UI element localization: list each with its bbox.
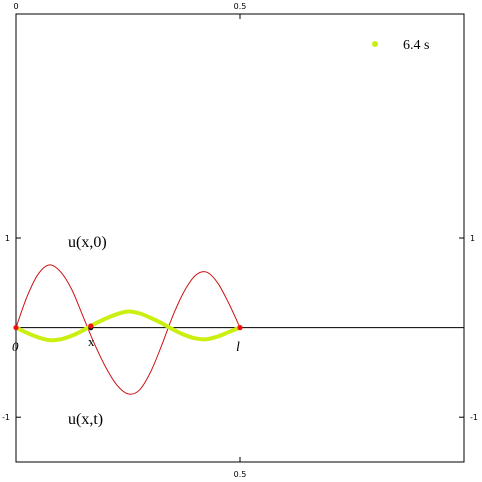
right-end-point <box>237 325 243 331</box>
current-curve-label: u(x,t) <box>68 411 103 428</box>
x-tick-label-top: 0.5 <box>234 2 247 11</box>
left-end-point <box>13 325 19 331</box>
current-displacement-curve <box>14 309 242 343</box>
x-tick-label-top: 0 <box>13 2 18 11</box>
legend-marker <box>372 41 378 47</box>
tick-labels: 0 0.5 0.5 1 1 -1 -1 <box>2 2 478 479</box>
end-label: l <box>236 340 240 355</box>
legend-label: 6.4 s <box>403 38 429 53</box>
y-tick-label-right: 1 <box>470 234 475 243</box>
tick-marks <box>15 14 464 462</box>
x-tick-label-bottom: 0.5 <box>234 470 247 479</box>
y-tick-label-right: -1 <box>470 413 478 422</box>
y-tick-label-left: 1 <box>5 234 10 243</box>
point-label: x <box>88 334 95 349</box>
plot-frame <box>15 13 465 463</box>
y-tick-label-left: -1 <box>2 413 10 422</box>
initial-curve-label: u(x,0) <box>68 234 107 251</box>
initial-displacement-curve <box>15 264 241 395</box>
displaced-position-marker <box>88 323 94 329</box>
origin-label: 0 <box>12 339 19 354</box>
